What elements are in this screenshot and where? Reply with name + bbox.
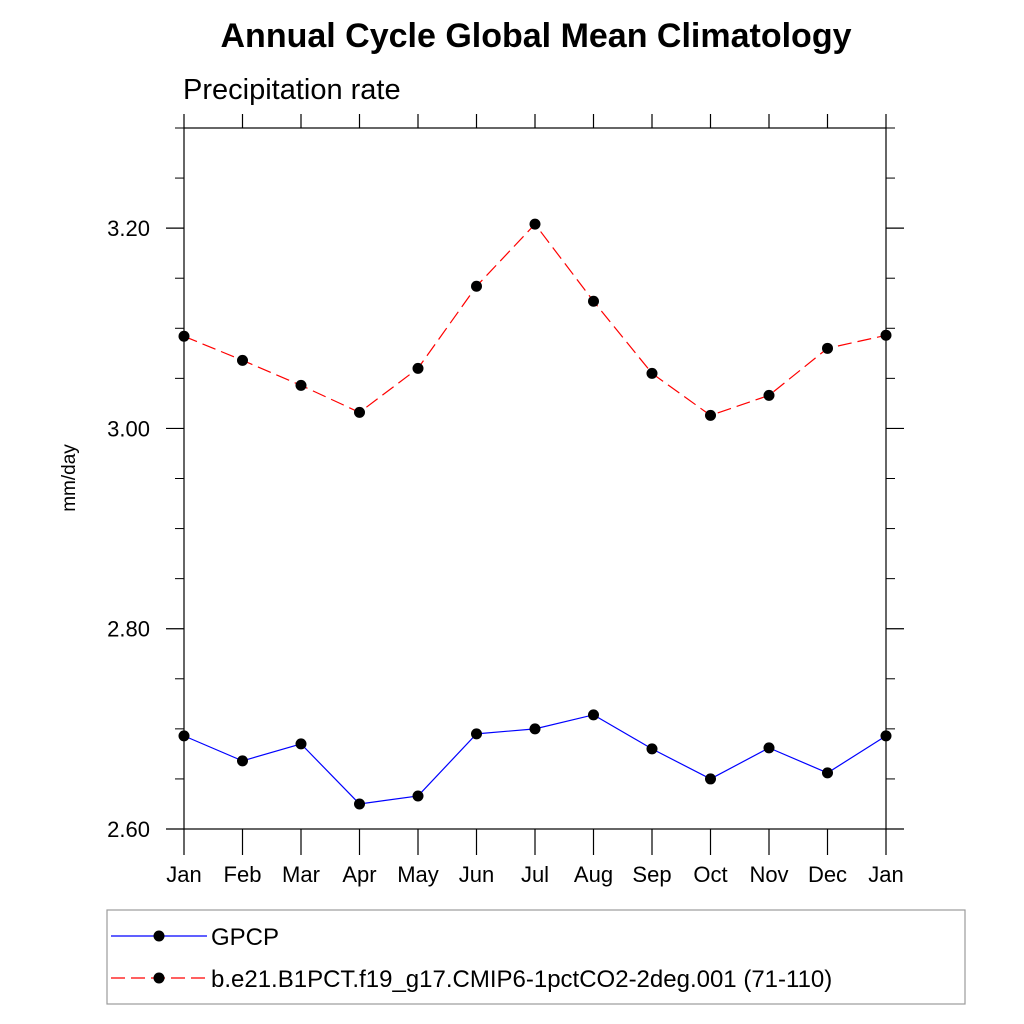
x-tick-label: Dec bbox=[808, 862, 847, 887]
data-point bbox=[588, 295, 599, 307]
chart-subtitle: Precipitation rate bbox=[183, 74, 401, 106]
x-tick-label: Oct bbox=[693, 862, 727, 887]
x-tick-label: Jun bbox=[459, 862, 494, 887]
x-tick-label: Nov bbox=[749, 862, 788, 887]
legend-label: b.e21.B1PCT.f19_g17.CMIP6-1pctCO2-2deg.0… bbox=[211, 966, 832, 993]
data-point bbox=[412, 790, 424, 802]
data-point bbox=[354, 406, 365, 418]
legend-label: GPCP bbox=[211, 924, 279, 951]
data-point bbox=[646, 367, 658, 379]
data-point bbox=[237, 755, 248, 767]
x-tick-label: Jan bbox=[166, 862, 201, 887]
x-tick-label: Apr bbox=[342, 862, 376, 887]
legend-box bbox=[106, 909, 966, 1005]
data-point bbox=[822, 767, 833, 779]
legend: GPCP b.e21.B1PCT.f19_g17.CMIP6-1pctCO2-2d… bbox=[111, 924, 832, 993]
y-tick-label: 3.00 bbox=[107, 416, 150, 441]
data-point bbox=[705, 773, 716, 785]
x-tick-label: Aug bbox=[574, 862, 613, 887]
chart-title: Annual Cycle Global Mean Climatology bbox=[221, 17, 852, 55]
data-point bbox=[178, 730, 190, 742]
data-point bbox=[237, 354, 248, 366]
x-tick-label: Jan bbox=[868, 862, 903, 887]
data-point bbox=[471, 280, 482, 292]
x-tick-label: Sep bbox=[632, 862, 671, 887]
plot-series bbox=[178, 218, 892, 810]
data-point bbox=[763, 742, 775, 754]
x-tick-label: Mar bbox=[282, 862, 320, 887]
legend-marker bbox=[153, 930, 165, 942]
data-point bbox=[880, 329, 892, 341]
x-tick-label: Jul bbox=[521, 862, 549, 887]
legend-marker bbox=[153, 972, 165, 984]
data-point bbox=[646, 743, 658, 755]
data-point bbox=[354, 798, 365, 810]
series-line-1 bbox=[183, 223, 887, 417]
x-tick-label: Feb bbox=[224, 862, 262, 887]
y-tick-label: 2.80 bbox=[107, 617, 150, 642]
data-point bbox=[588, 709, 599, 721]
data-point bbox=[529, 218, 541, 230]
y-axis-label: mm/day bbox=[59, 444, 80, 512]
data-point bbox=[178, 330, 190, 342]
data-point bbox=[471, 728, 482, 740]
data-point bbox=[822, 342, 833, 354]
data-point bbox=[763, 389, 775, 401]
data-point bbox=[705, 409, 716, 421]
data-point bbox=[295, 738, 307, 750]
axes: 2.60 2.80 3.00 3.20 Jan Feb Mar Apr May Jun Jul Aug… bbox=[107, 114, 904, 887]
x-tick-label: May bbox=[397, 862, 439, 887]
data-point bbox=[295, 379, 307, 391]
data-point bbox=[529, 723, 541, 735]
data-point bbox=[412, 362, 424, 374]
data-point bbox=[880, 730, 892, 742]
y-tick-label: 2.60 bbox=[107, 817, 150, 842]
y-tick-label: 3.20 bbox=[107, 216, 150, 241]
